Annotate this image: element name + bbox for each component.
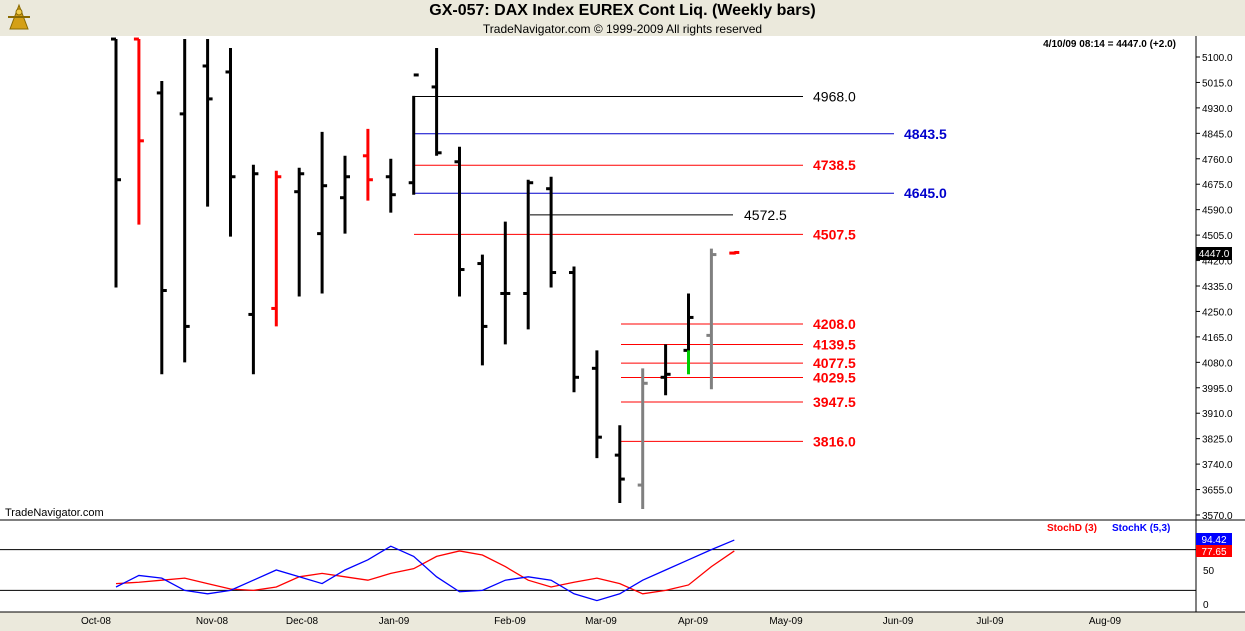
last-price-label: 4447.0 [1199,249,1230,260]
price-tick-label: 3740.0 [1202,460,1233,471]
price-tick-label: 4165.0 [1202,333,1233,344]
price-tick-label: 4760.0 [1202,155,1233,166]
price-tick-label: 3995.0 [1202,384,1233,395]
last-price-badge [1196,247,1232,260]
price-tick-label: 4845.0 [1202,129,1233,140]
price-tick-label: 3910.0 [1202,409,1233,420]
level-label: 4572.5 [744,207,787,223]
price-axis-panel [1196,36,1245,520]
price-tick-label: 4930.0 [1202,104,1233,115]
stoch-d-value: 77.65 [1201,547,1226,558]
x-axis-label: Aug-09 [1089,616,1122,627]
level-label: 4029.5 [813,369,856,385]
price-tick-label: 3825.0 [1202,435,1233,446]
x-axis-label: Mar-09 [585,616,617,627]
level-label: 4843.5 [904,126,947,142]
price-tick-label: 4335.0 [1202,282,1233,293]
level-label: 4077.5 [813,355,856,371]
price-tick-label: 4080.0 [1202,358,1233,369]
watermark-label: TradeNavigator.com [5,507,104,519]
x-axis-label: Oct-08 [81,616,111,627]
x-axis-label: Feb-09 [494,616,526,627]
stoch-d-line [115,550,735,595]
x-axis-label: Jul-09 [976,616,1004,627]
price-tick-label: 4505.0 [1202,231,1233,242]
stoch-d-legend: StochD (3) [1047,523,1097,534]
level-label: 4738.5 [813,157,856,173]
chart-subtitle: TradeNavigator.com © 1999-2009 All right… [482,22,763,36]
x-axis-label: Apr-09 [678,616,708,627]
level-label: 4507.5 [813,226,856,242]
stoch-tick-label: 0 [1203,600,1209,611]
x-axis-label: Dec-08 [286,616,319,627]
price-tick-label: 4250.0 [1202,307,1233,318]
level-label: 4645.0 [904,185,947,201]
stoch-k-line [115,539,735,602]
level-label: 4139.5 [813,337,856,353]
trade-navigator-logo [4,3,34,33]
level-label: 3816.0 [813,433,856,449]
stoch-d-badge [1196,545,1232,557]
stoch-plot-area [0,520,1196,612]
x-axis-label: Jun-09 [883,616,914,627]
level-label: 3947.5 [813,394,856,410]
x-axis-label: Nov-08 [196,616,229,627]
price-tick-label: 3570.0 [1202,511,1233,522]
level-label: 4208.0 [813,316,856,332]
stoch-tick-label: 50 [1203,566,1215,577]
chart-title: GX-057: DAX Index EUREX Cont Liq. (Weekl… [429,2,816,19]
price-tick-label: 3655.0 [1202,486,1233,497]
x-axis-label: May-09 [769,616,803,627]
stoch-k-badge [1196,533,1232,545]
price-tick-label: 4675.0 [1202,180,1233,191]
timestamp-label: 4/10/09 08:14 = 4447.0 (+2.0) [1043,39,1176,50]
stoch-k-value: 94.42 [1201,535,1226,546]
price-tick-label: 4420.0 [1202,257,1233,268]
price-tick-label: 4590.0 [1202,206,1233,217]
stoch-k-legend: StochK (5,3) [1112,523,1170,534]
price-tick-label: 5100.0 [1202,53,1233,64]
x-axis-label: Jan-09 [379,616,410,627]
level-label: 4968.0 [813,89,856,105]
price-tick-label: 5015.0 [1202,78,1233,89]
